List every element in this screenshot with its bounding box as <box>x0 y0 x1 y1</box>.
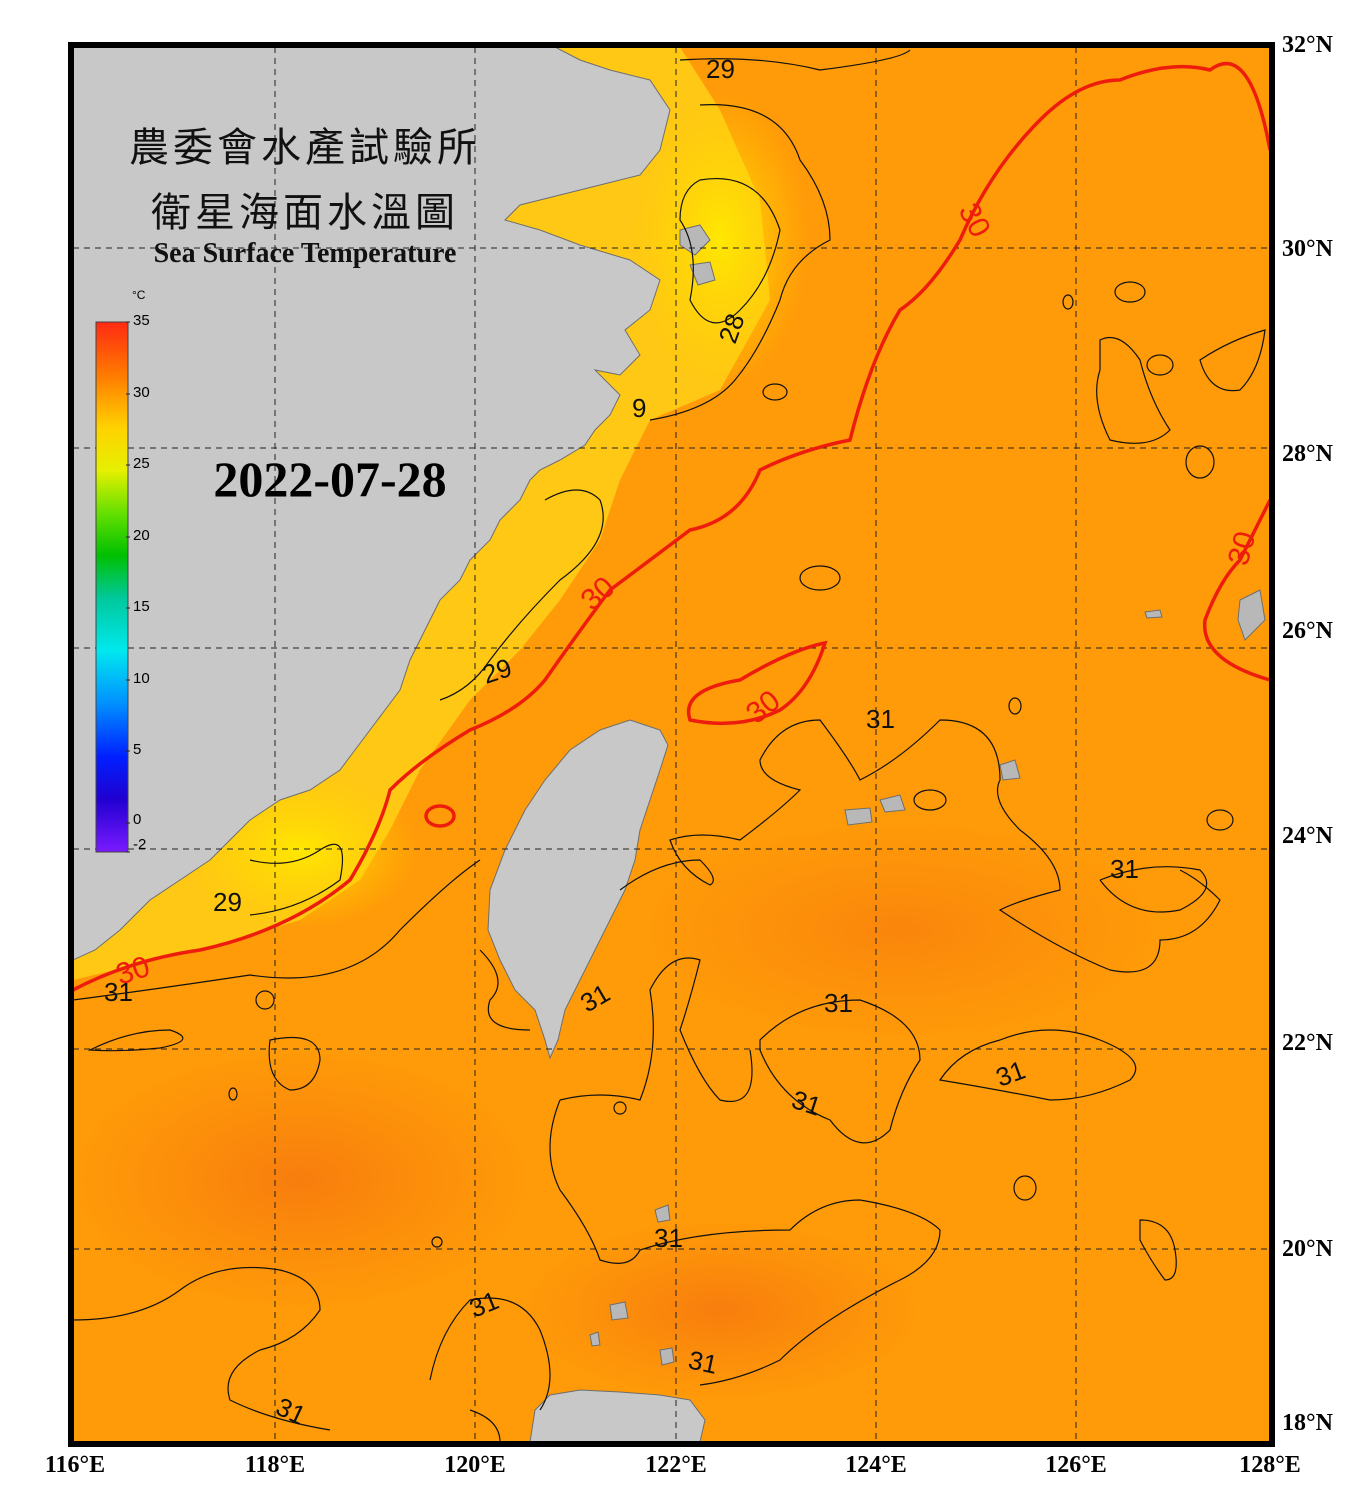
colorbar-tick-label: 25 <box>133 455 150 472</box>
warm-core-west <box>73 1050 530 1310</box>
lon-label: 122°E <box>645 1452 707 1478</box>
colorbar-ticks <box>126 321 130 853</box>
lat-label: 30°N <box>1282 236 1333 262</box>
iso-label-31: 31 <box>866 704 895 734</box>
colorbar-tick-label: 10 <box>133 670 150 687</box>
lon-label: 116°E <box>44 1452 106 1478</box>
iso-label-31: 31 <box>824 988 853 1018</box>
iso-label-29: 29 <box>213 887 242 917</box>
taiwan-island <box>487 719 669 1060</box>
isotherm-other <box>73 49 1266 1442</box>
lat-label: 26°N <box>1282 618 1333 644</box>
china-mainland <box>73 47 671 961</box>
iso-label-31: 31 <box>104 977 133 1007</box>
colorbar-tick-label: 5 <box>133 741 142 758</box>
colorbar-tick-label: 35 <box>133 312 150 329</box>
iso-label-31: 31 <box>686 1345 721 1380</box>
lat-label: 22°N <box>1282 1030 1333 1056</box>
lon-label: 118°E <box>244 1452 306 1478</box>
lat-label: 18°N <box>1282 1410 1333 1436</box>
lat-label: 32°N <box>1282 32 1333 58</box>
graticule <box>73 47 1270 1442</box>
lon-label: 128°E <box>1239 1452 1301 1478</box>
iso-label-31: 31 <box>654 1223 683 1253</box>
warm-core-east <box>640 820 1160 1040</box>
lon-label: 120°E <box>444 1452 506 1478</box>
colorbar-unit: °C <box>132 288 146 302</box>
colorbar-tick-label: 15 <box>133 598 150 615</box>
warm-core-south <box>520 1220 920 1400</box>
lat-label: 28°N <box>1282 441 1333 467</box>
lon-label: 126°E <box>1045 1452 1107 1478</box>
colorbar-tick-label: 30 <box>133 384 150 401</box>
colorbar <box>95 321 129 853</box>
lon-label: 124°E <box>845 1452 907 1478</box>
iso-label-31: 31 <box>1110 854 1139 884</box>
iso-label-29: 9 <box>632 393 646 423</box>
colorbar-tick-label: -2 <box>133 836 147 853</box>
lat-label: 24°N <box>1282 823 1333 849</box>
colorbar-tick-label: 0 <box>133 811 142 828</box>
map-date: 2022-07-28 <box>213 451 447 507</box>
zhoushan-cool-patch <box>630 90 810 390</box>
luzon-tip <box>529 1389 706 1442</box>
iso-label-29: 29 <box>706 54 735 84</box>
title-chinese-line2: 衛星海面水溫圖 <box>151 190 459 236</box>
lat-label: 20°N <box>1282 1236 1333 1262</box>
title-english: Sea Surface Temperature <box>153 238 457 269</box>
isotherm-30 <box>73 62 1270 992</box>
map-frame <box>68 42 1275 1447</box>
colorbar-tick-label: 20 <box>133 527 150 544</box>
title-chinese-line1: 農委會水產試驗所 <box>129 125 481 171</box>
